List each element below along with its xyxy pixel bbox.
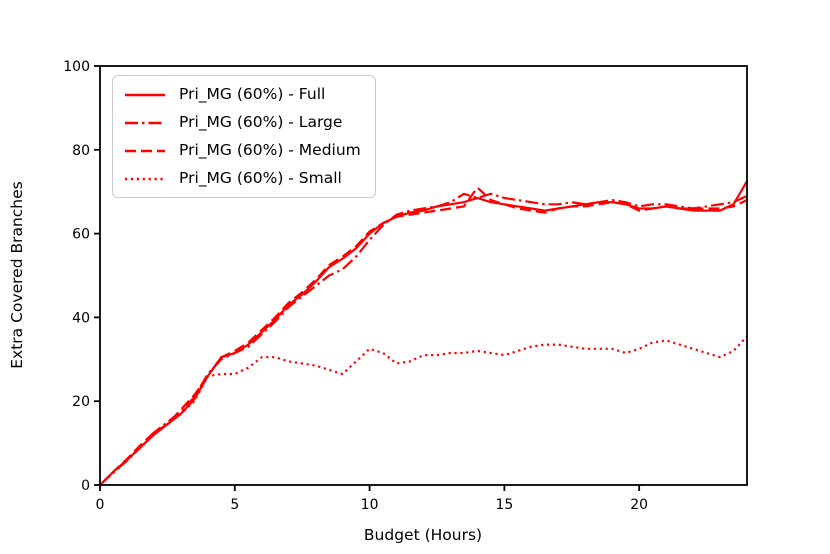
- x-axis-label: Budget (Hours): [364, 526, 482, 544]
- x-tick-label: 10: [361, 497, 379, 513]
- legend-item-small: Pri_MG (60%) - Small: [123, 168, 361, 189]
- series-line-medium: [99, 186, 748, 486]
- legend-line-sample-large: [125, 121, 165, 124]
- series-line-full: [99, 180, 748, 486]
- y-tick-label: 80: [72, 143, 90, 159]
- legend-label-small: Pri_MG (60%) - Small: [179, 169, 342, 187]
- y-axis-label: Extra Covered Branches: [8, 181, 26, 368]
- legend-line-sample-small: [125, 177, 165, 180]
- legend-label-full: Pri_MG (60%) - Full: [179, 85, 326, 103]
- x-tick-label: 15: [495, 497, 513, 513]
- legend-label-medium: Pri_MG (60%) - Medium: [179, 141, 361, 159]
- legend: Pri_MG (60%) - Full Pri_MG (60%) - Large…: [112, 75, 376, 198]
- plot-frame: [99, 65, 748, 486]
- series-line-small: [99, 335, 748, 486]
- y-tick-label: 20: [72, 394, 90, 410]
- legend-item-full: Pri_MG (60%) - Full: [123, 84, 361, 105]
- y-tick-label: 0: [81, 478, 90, 494]
- legend-line-sample-full: [125, 93, 165, 96]
- legend-item-medium: Pri_MG (60%) - Medium: [123, 140, 361, 161]
- legend-item-large: Pri_MG (60%) - Large: [123, 112, 361, 133]
- x-tick-label: 5: [230, 497, 239, 513]
- legend-line-sample-medium: [125, 149, 165, 152]
- y-tick-label: 100: [63, 59, 90, 75]
- y-tick-label: 40: [72, 310, 90, 326]
- y-tick-label: 60: [72, 227, 90, 243]
- legend-label-large: Pri_MG (60%) - Large: [179, 113, 343, 131]
- series-line-large: [99, 192, 748, 486]
- x-tick-label: 20: [630, 497, 648, 513]
- x-tick-label: 0: [96, 497, 105, 513]
